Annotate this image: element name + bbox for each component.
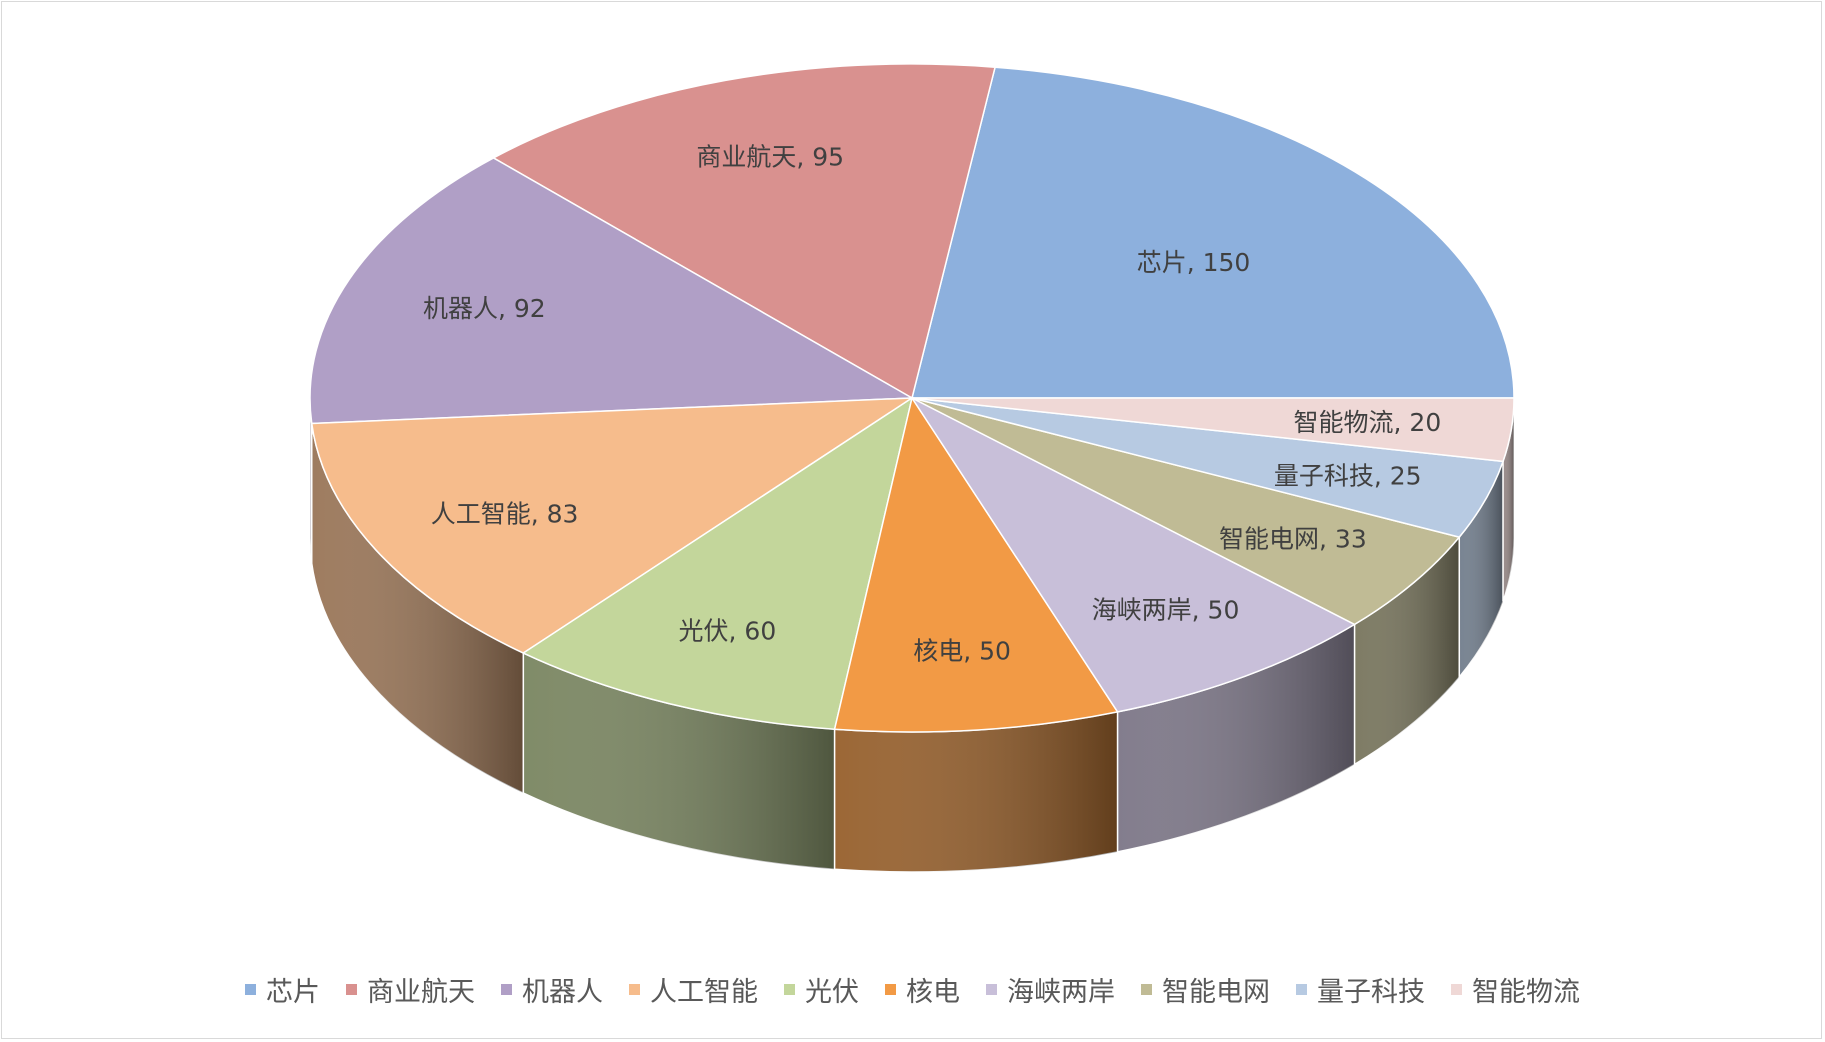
slice-5-side-shade: [523, 653, 835, 870]
legend-label: 智能物流: [1472, 977, 1580, 1008]
slice-9-data-label: 量子科技, 25: [1274, 462, 1422, 491]
legend-label: 商业航天: [367, 977, 475, 1008]
legend-swatch: [245, 984, 256, 995]
slice-10-data-label: 智能物流, 20: [1294, 408, 1442, 437]
slice-8-top: [911, 397, 1461, 626]
legend-item-9: 量子科技: [1296, 970, 1425, 1009]
legend-swatch: [346, 984, 357, 995]
legend-swatch: [629, 984, 640, 995]
legend-label: 光伏: [805, 977, 859, 1008]
slice-7-top: [909, 396, 1357, 713]
slice-4-top: [310, 397, 915, 654]
legend-item-10: 智能物流: [1451, 970, 1580, 1009]
slice-2-top: [491, 63, 997, 400]
legend-label: 海峡两岸: [1007, 977, 1115, 1008]
slice-7-data-label: 海峡两岸, 50: [1092, 595, 1240, 624]
legend-label: 核电: [906, 977, 960, 1008]
legend-item-6: 核电: [885, 970, 960, 1009]
slice-6-data-label: 核电, 50: [913, 636, 1011, 665]
slice-3-top: [309, 157, 915, 425]
slice-4-side-shade: [311, 423, 524, 794]
slice-5-data-label: 光伏, 60: [679, 616, 777, 645]
slice-9-side-shade: [1459, 461, 1504, 678]
legend-item-3: 机器人: [501, 970, 603, 1009]
legend-swatch: [784, 984, 795, 995]
slice-5-top: [521, 396, 914, 731]
slice-3-data-label: 机器人, 92: [423, 294, 546, 323]
slice-4-data-label: 人工智能, 83: [431, 500, 579, 529]
slice-6-side-shade: [834, 711, 1118, 872]
legend-swatch: [885, 984, 896, 995]
legend-item-5: 光伏: [784, 970, 859, 1009]
slice-1-data-label: 芯片, 150: [1137, 248, 1251, 277]
slice-10-top: [911, 397, 1515, 463]
legend-label: 芯片: [266, 977, 320, 1008]
slice-10-side-shade: [1503, 398, 1514, 602]
legend-item-1: 芯片: [245, 970, 320, 1009]
slice-2-data-label: 商业航天, 95: [696, 143, 844, 172]
legend-item-2: 商业航天: [346, 970, 475, 1009]
slice-8-data-label: 智能电网, 33: [1219, 525, 1367, 554]
legend-label: 人工智能: [650, 977, 758, 1008]
chart-legend: 芯片 商业航天 机器人 人工智能 光伏 核电 海峡两岸 智能电网 量子科技 智能物流: [0, 970, 1825, 1009]
slice-1-top: [911, 66, 1515, 399]
legend-label: 量子科技: [1317, 977, 1425, 1008]
legend-swatch: [1141, 984, 1152, 995]
legend-item-7: 海峡两岸: [986, 970, 1115, 1009]
legend-swatch: [1296, 984, 1307, 995]
slice-8-side-shade: [1354, 537, 1460, 765]
legend-label: 机器人: [522, 977, 603, 1008]
slice-7-side-shade: [1117, 624, 1355, 852]
legend-item-8: 智能电网: [1141, 970, 1270, 1009]
legend-item-4: 人工智能: [629, 970, 758, 1009]
slice-6-top: [833, 396, 1119, 733]
legend-swatch: [986, 984, 997, 995]
legend-swatch: [501, 984, 512, 995]
legend-label: 智能电网: [1162, 977, 1270, 1008]
legend-swatch: [1451, 984, 1462, 995]
